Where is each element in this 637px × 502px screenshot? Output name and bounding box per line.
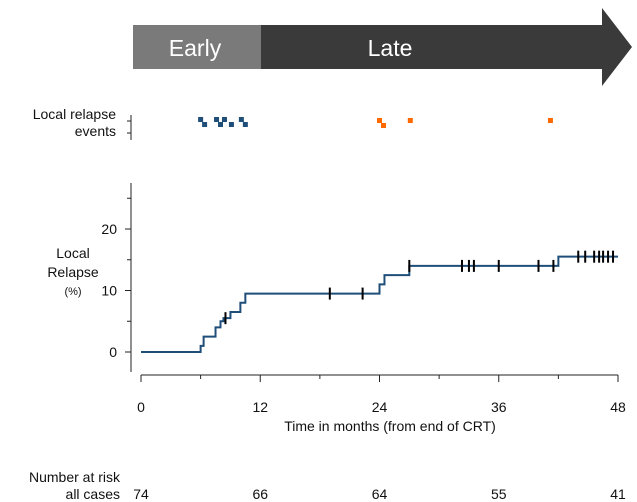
risk-count: 66 (252, 486, 268, 502)
events-label-line1: Local relapse (33, 106, 116, 122)
risk-count: 41 (610, 486, 626, 502)
risk-label-line2: all cases (66, 486, 120, 502)
late-phase-arrow (261, 8, 632, 86)
x-tick-label: 36 (491, 399, 507, 415)
risk-counts: 74 66 64 55 41 (133, 486, 626, 502)
x-axis-label: Time in months (from end of CRT) (284, 418, 496, 434)
early-relapse-event (221, 117, 227, 122)
y-axis-label-line2: Relapse (47, 264, 99, 280)
censor-marks (224, 250, 615, 325)
x-ticks: 0 12 24 36 48 (137, 375, 626, 415)
x-tick-label: 48 (610, 399, 626, 415)
risk-label-line1: Number at risk (29, 469, 121, 485)
y-tick-label: 20 (101, 221, 117, 237)
events-panel: Local relapse events (33, 106, 553, 140)
early-relapse-event (238, 117, 244, 122)
y-axis-label-line3: (%) (64, 286, 81, 298)
y-tick-label: 10 (101, 283, 117, 299)
early-relapse-event (214, 117, 220, 122)
plot-area: 0 10 20 0 12 24 36 48 Local Relapse (%) Time i… (47, 183, 626, 434)
risk-table: Number at risk all cases 74 66 64 55 41 (29, 469, 626, 502)
late-relapse-event (380, 123, 386, 128)
risk-count: 64 (372, 486, 388, 502)
early-relapse-event (242, 122, 248, 127)
y-axis-label-line1: Local (56, 245, 89, 261)
late-relapse-event (377, 118, 382, 123)
late-relapse-event (547, 118, 553, 123)
km-step-curve (141, 255, 618, 353)
y-ticks: 0 10 20 (101, 197, 131, 360)
risk-count: 74 (133, 486, 149, 502)
y-tick-label: 0 (109, 344, 117, 360)
event-marks (198, 117, 553, 128)
early-relapse-event (228, 122, 234, 127)
early-label: Early (169, 35, 222, 61)
early-relapse-event (198, 117, 204, 122)
early-relapse-event (218, 122, 223, 127)
events-label-line2: events (75, 123, 116, 139)
early-relapse-event (202, 122, 208, 127)
phase-arrow: Early Late (133, 8, 632, 86)
x-tick-label: 24 (372, 399, 388, 415)
early-phase-bar (133, 25, 261, 69)
late-label: Late (368, 35, 413, 61)
late-relapse-event (407, 118, 413, 123)
risk-count: 55 (491, 486, 507, 502)
x-tick-label: 12 (252, 399, 268, 415)
x-tick-label: 0 (137, 399, 145, 415)
